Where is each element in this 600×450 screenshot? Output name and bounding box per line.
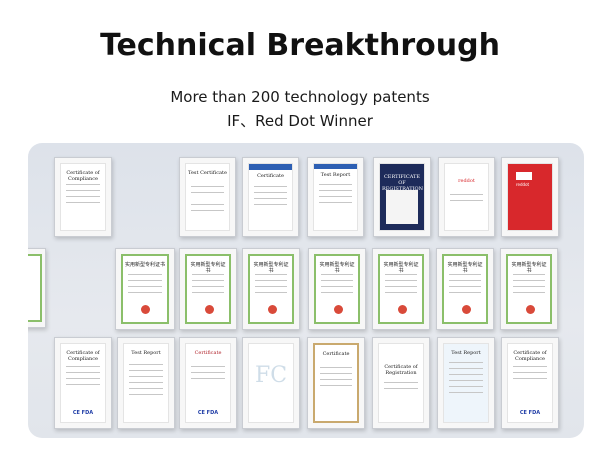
certificate-document: Certificate: [313, 343, 359, 423]
certificate-title: Certificate of Compliance: [66, 170, 100, 182]
certificate-document: Certificate CE FDA: [185, 343, 231, 423]
certificate-title: Certificate of Compliance: [66, 350, 100, 362]
patent-frame: 实用新型专利证书: [179, 248, 237, 330]
certificate-document: Certificate of Compliance: [60, 163, 106, 231]
patent-frame: 实用新型专利证书: [372, 248, 430, 330]
patent-document: 实用新型专利证书: [121, 254, 169, 324]
certificate-frame: Test Report: [307, 157, 364, 237]
patent-title: 实用新型专利证书: [447, 262, 483, 274]
patent-title: 实用新型专利证书: [383, 262, 419, 274]
certificate-document: reddot: [444, 163, 489, 231]
patent-title: 实用新型专利证书: [125, 262, 166, 268]
subtitle-patents: More than 200 technology patents: [170, 88, 430, 106]
patent-title: 实用新型专利证书: [511, 262, 547, 274]
certificate-title: reddot: [458, 178, 475, 184]
certificate-frame: Test Certificate: [179, 157, 236, 237]
certificate-frame: reddot: [438, 157, 495, 237]
certificate-document: Test Report: [313, 163, 358, 231]
certificate-title: FC: [254, 363, 288, 388]
patent-document: 实用新型专利证书: [506, 254, 552, 324]
patent-document: 实用新型专利证书: [314, 254, 360, 324]
certificate-title: Test Report: [451, 350, 481, 356]
certificate-logos: CE FDA: [519, 410, 541, 416]
certificate-document: [28, 254, 42, 322]
certificate-frame: Certificate: [307, 337, 365, 429]
certificate-frame: Test Report: [117, 337, 175, 429]
certificate-frame: Certificate CE FDA: [179, 337, 237, 429]
certificate-title: Certificate of Registration: [384, 364, 418, 376]
certificate-frame: FC: [242, 337, 300, 429]
patent-document: 实用新型专利证书: [442, 254, 488, 324]
patent-title: 实用新型专利证书: [190, 262, 226, 274]
patent-title: 实用新型专利证书: [319, 262, 355, 274]
certificate-document: Test Certificate: [185, 163, 230, 231]
patent-document: 实用新型专利证书: [378, 254, 424, 324]
certificate-document: Certificate of Registration: [378, 343, 424, 423]
certificate-document: Test Report: [443, 343, 489, 423]
certificate-title: Certificate: [257, 173, 284, 179]
certificate-frame: [28, 248, 46, 328]
patent-frame: 实用新型专利证书: [436, 248, 494, 330]
certificate-document: Test Report: [123, 343, 169, 423]
patent-title: 实用新型专利证书: [253, 262, 289, 274]
certificate-title: reddot: [516, 182, 530, 187]
certificate-frame: Test Report: [437, 337, 495, 429]
certificate-wall: Certificate of Compliance Test Certifica…: [28, 143, 584, 438]
certificate-title: Test Certificate: [188, 170, 227, 176]
certificate-title: Test Report: [131, 350, 161, 356]
patent-frame: 实用新型专利证书: [500, 248, 558, 330]
certificate-title: Test Report: [320, 172, 351, 178]
certificate-document: Certificate: [248, 163, 293, 231]
certificate-document: reddot: [507, 163, 553, 231]
certificate-logos: CE FDA: [72, 410, 94, 416]
certificate-frame: Certificate of Compliance CE FDA: [54, 337, 112, 429]
subtitle-awards: IF、Red Dot Winner: [227, 112, 373, 130]
certificate-frame: Certificate of Compliance: [54, 157, 112, 237]
certificate-title: Certificate: [194, 350, 222, 356]
certificate-frame: Certificate of Registration: [372, 337, 430, 429]
certificate-frame: reddot: [501, 157, 559, 237]
certificate-title: Certificate: [322, 351, 350, 357]
certificate-document: Certificate of Compliance CE FDA: [60, 343, 106, 423]
patent-frame: 实用新型专利证书: [115, 248, 175, 330]
certificate-frame: Certificate: [242, 157, 299, 237]
certificate-document: Certificate of Compliance CE FDA: [507, 343, 553, 423]
certificate-title: CERTIFICATE OF REGISTRATION: [382, 174, 424, 192]
patent-frame: 实用新型专利证书: [242, 248, 300, 330]
page-title: Technical Breakthrough: [100, 28, 500, 63]
certificate-document: FC: [248, 343, 294, 423]
patent-frame: 实用新型专利证书: [308, 248, 366, 330]
certificate-frame: CERTIFICATE OF REGISTRATION: [373, 157, 431, 237]
patent-document: 实用新型专利证书: [248, 254, 294, 324]
certificate-logos: CE FDA: [197, 410, 219, 416]
certificate-frame: Certificate of Compliance CE FDA: [501, 337, 559, 429]
patent-document: 实用新型专利证书: [185, 254, 231, 324]
certificate-document: CERTIFICATE OF REGISTRATION: [379, 163, 425, 231]
certificate-title: Certificate of Compliance: [513, 350, 547, 362]
